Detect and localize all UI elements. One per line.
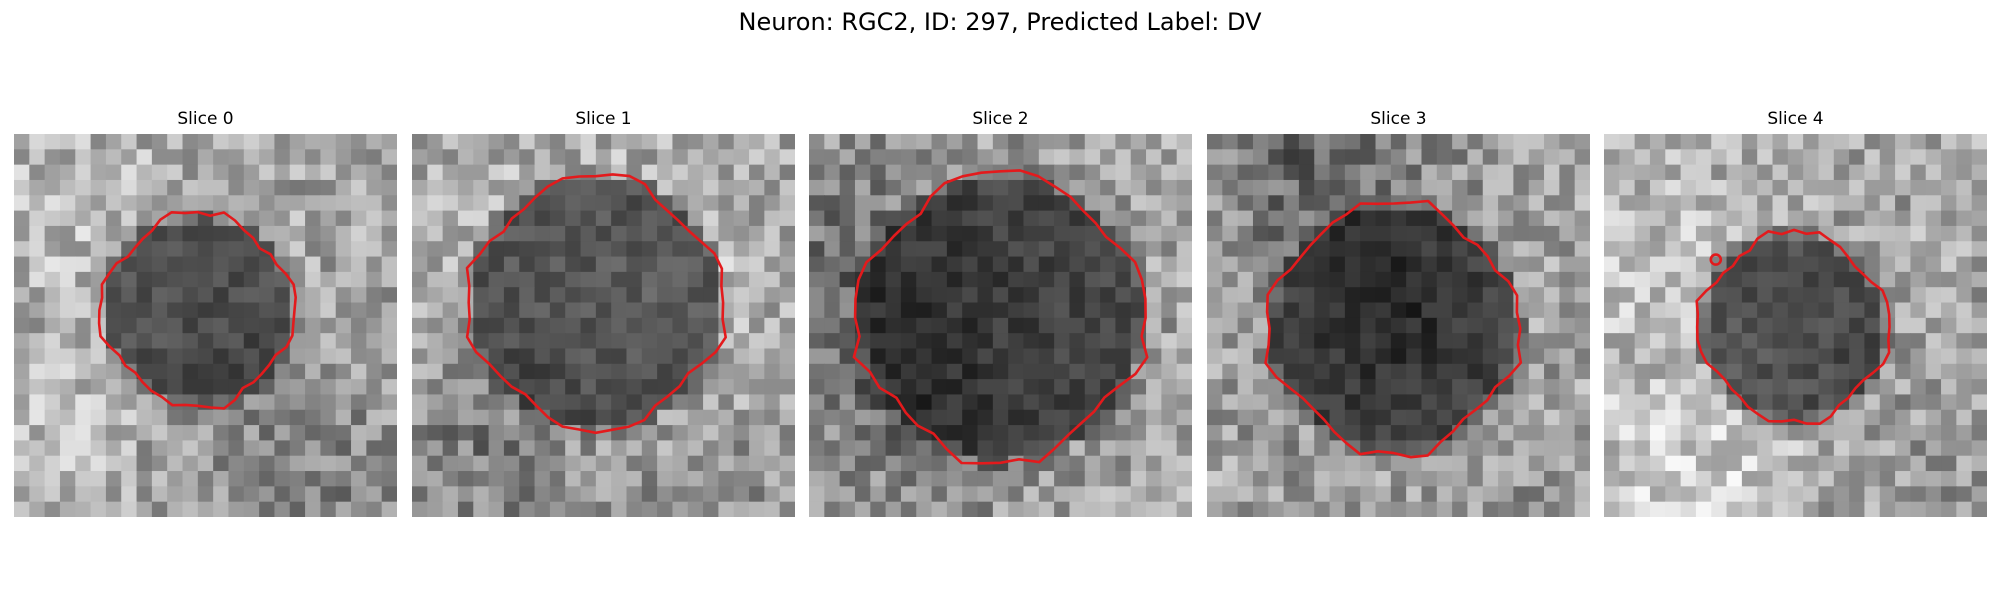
slice-image-0 [14, 134, 397, 517]
cell-contour [465, 173, 728, 435]
contour-fragment [1709, 253, 1723, 266]
cell-contour [1695, 228, 1891, 426]
slice-title-3: Slice 3 [1370, 109, 1427, 129]
cell-contour [97, 210, 298, 410]
slice-title-0: Slice 0 [177, 109, 234, 129]
slice-image-2 [809, 134, 1192, 517]
slice-image-4 [1604, 134, 1987, 517]
cell-contour [1264, 199, 1523, 459]
cell-contour [852, 169, 1149, 465]
figure-title: Neuron: RGC2, ID: 297, Predicted Label: … [738, 8, 1262, 36]
slice-image-3 [1207, 134, 1590, 517]
slice-image-1 [412, 134, 795, 517]
slice-title-1: Slice 1 [575, 109, 632, 129]
slice-title-2: Slice 2 [972, 109, 1029, 129]
slice-title-4: Slice 4 [1767, 109, 1824, 129]
